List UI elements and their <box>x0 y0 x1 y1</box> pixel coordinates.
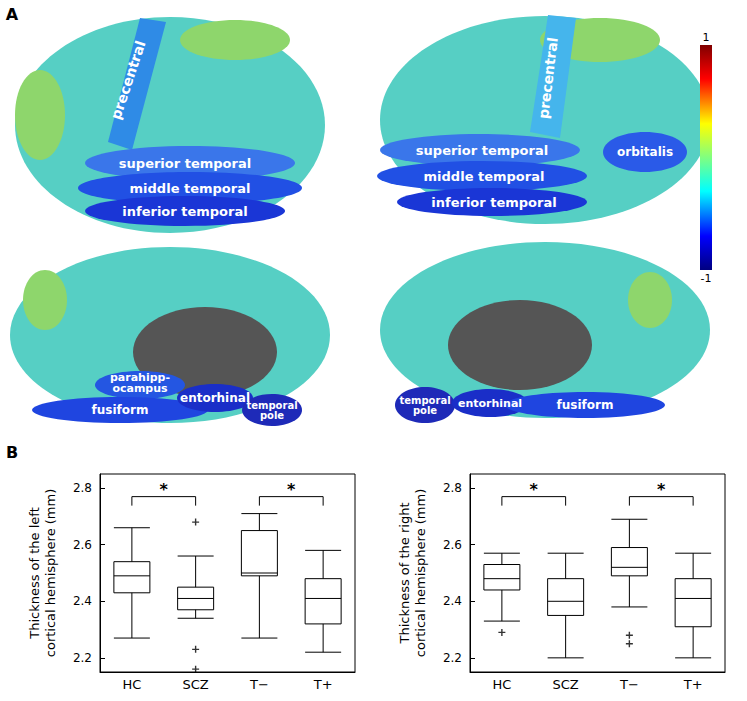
svg-text:*: * <box>657 480 666 499</box>
svg-text:*: * <box>530 480 539 499</box>
svg-text:2.8: 2.8 <box>73 481 92 495</box>
svg-text:cortical hemisphere (mm): cortical hemisphere (mm) <box>43 489 58 657</box>
svg-text:2.2: 2.2 <box>73 651 92 665</box>
svg-text:superior temporal: superior temporal <box>416 143 548 158</box>
svg-text:2.8: 2.8 <box>443 481 462 495</box>
svg-text:fusiform: fusiform <box>557 398 614 412</box>
svg-text:pole: pole <box>260 410 284 421</box>
svg-text:HC: HC <box>122 677 141 692</box>
svg-text:inferior temporal: inferior temporal <box>431 195 556 210</box>
svg-text:T+: T+ <box>683 677 703 692</box>
svg-text:2.4: 2.4 <box>443 594 462 608</box>
svg-text:ocampus: ocampus <box>112 382 168 395</box>
svg-text:*: * <box>287 480 296 499</box>
svg-text:precentral: precentral <box>535 36 561 119</box>
svg-text:middle temporal: middle temporal <box>424 169 545 184</box>
svg-text:temporal: temporal <box>399 394 451 406</box>
svg-text:*: * <box>160 480 169 499</box>
svg-text:HC: HC <box>492 677 511 692</box>
svg-text:parahipp-: parahipp- <box>110 371 170 384</box>
svg-text:fusiform: fusiform <box>92 403 149 417</box>
svg-text:A: A <box>6 5 19 24</box>
svg-text:entorhinal: entorhinal <box>180 391 250 405</box>
svg-text:cortical hemisphere (mm): cortical hemisphere (mm) <box>413 489 428 657</box>
svg-text:1: 1 <box>703 31 710 44</box>
svg-text:B: B <box>6 443 18 462</box>
svg-text:2.6: 2.6 <box>73 538 92 552</box>
svg-text:-1: -1 <box>701 272 712 285</box>
svg-text:Thickness of the left: Thickness of the left <box>27 507 42 640</box>
svg-text:T−: T− <box>249 677 269 692</box>
svg-text:entorhinal: entorhinal <box>458 397 522 410</box>
svg-text:orbitalis: orbitalis <box>617 145 673 159</box>
svg-text:Thickness of the right: Thickness of the right <box>397 502 412 644</box>
svg-text:superior temporal: superior temporal <box>119 156 251 171</box>
svg-text:inferior temporal: inferior temporal <box>122 204 247 219</box>
svg-text:T−: T− <box>619 677 639 692</box>
svg-text:temporal: temporal <box>246 399 298 411</box>
svg-text:SCZ: SCZ <box>183 677 209 692</box>
svg-text:2.6: 2.6 <box>443 538 462 552</box>
svg-text:T+: T+ <box>313 677 333 692</box>
svg-text:SCZ: SCZ <box>553 677 579 692</box>
svg-text:2.2: 2.2 <box>443 651 462 665</box>
svg-text:pole: pole <box>413 405 437 416</box>
svg-text:middle temporal: middle temporal <box>130 181 251 196</box>
svg-text:2.4: 2.4 <box>73 594 92 608</box>
svg-text:precentral: precentral <box>108 39 149 122</box>
